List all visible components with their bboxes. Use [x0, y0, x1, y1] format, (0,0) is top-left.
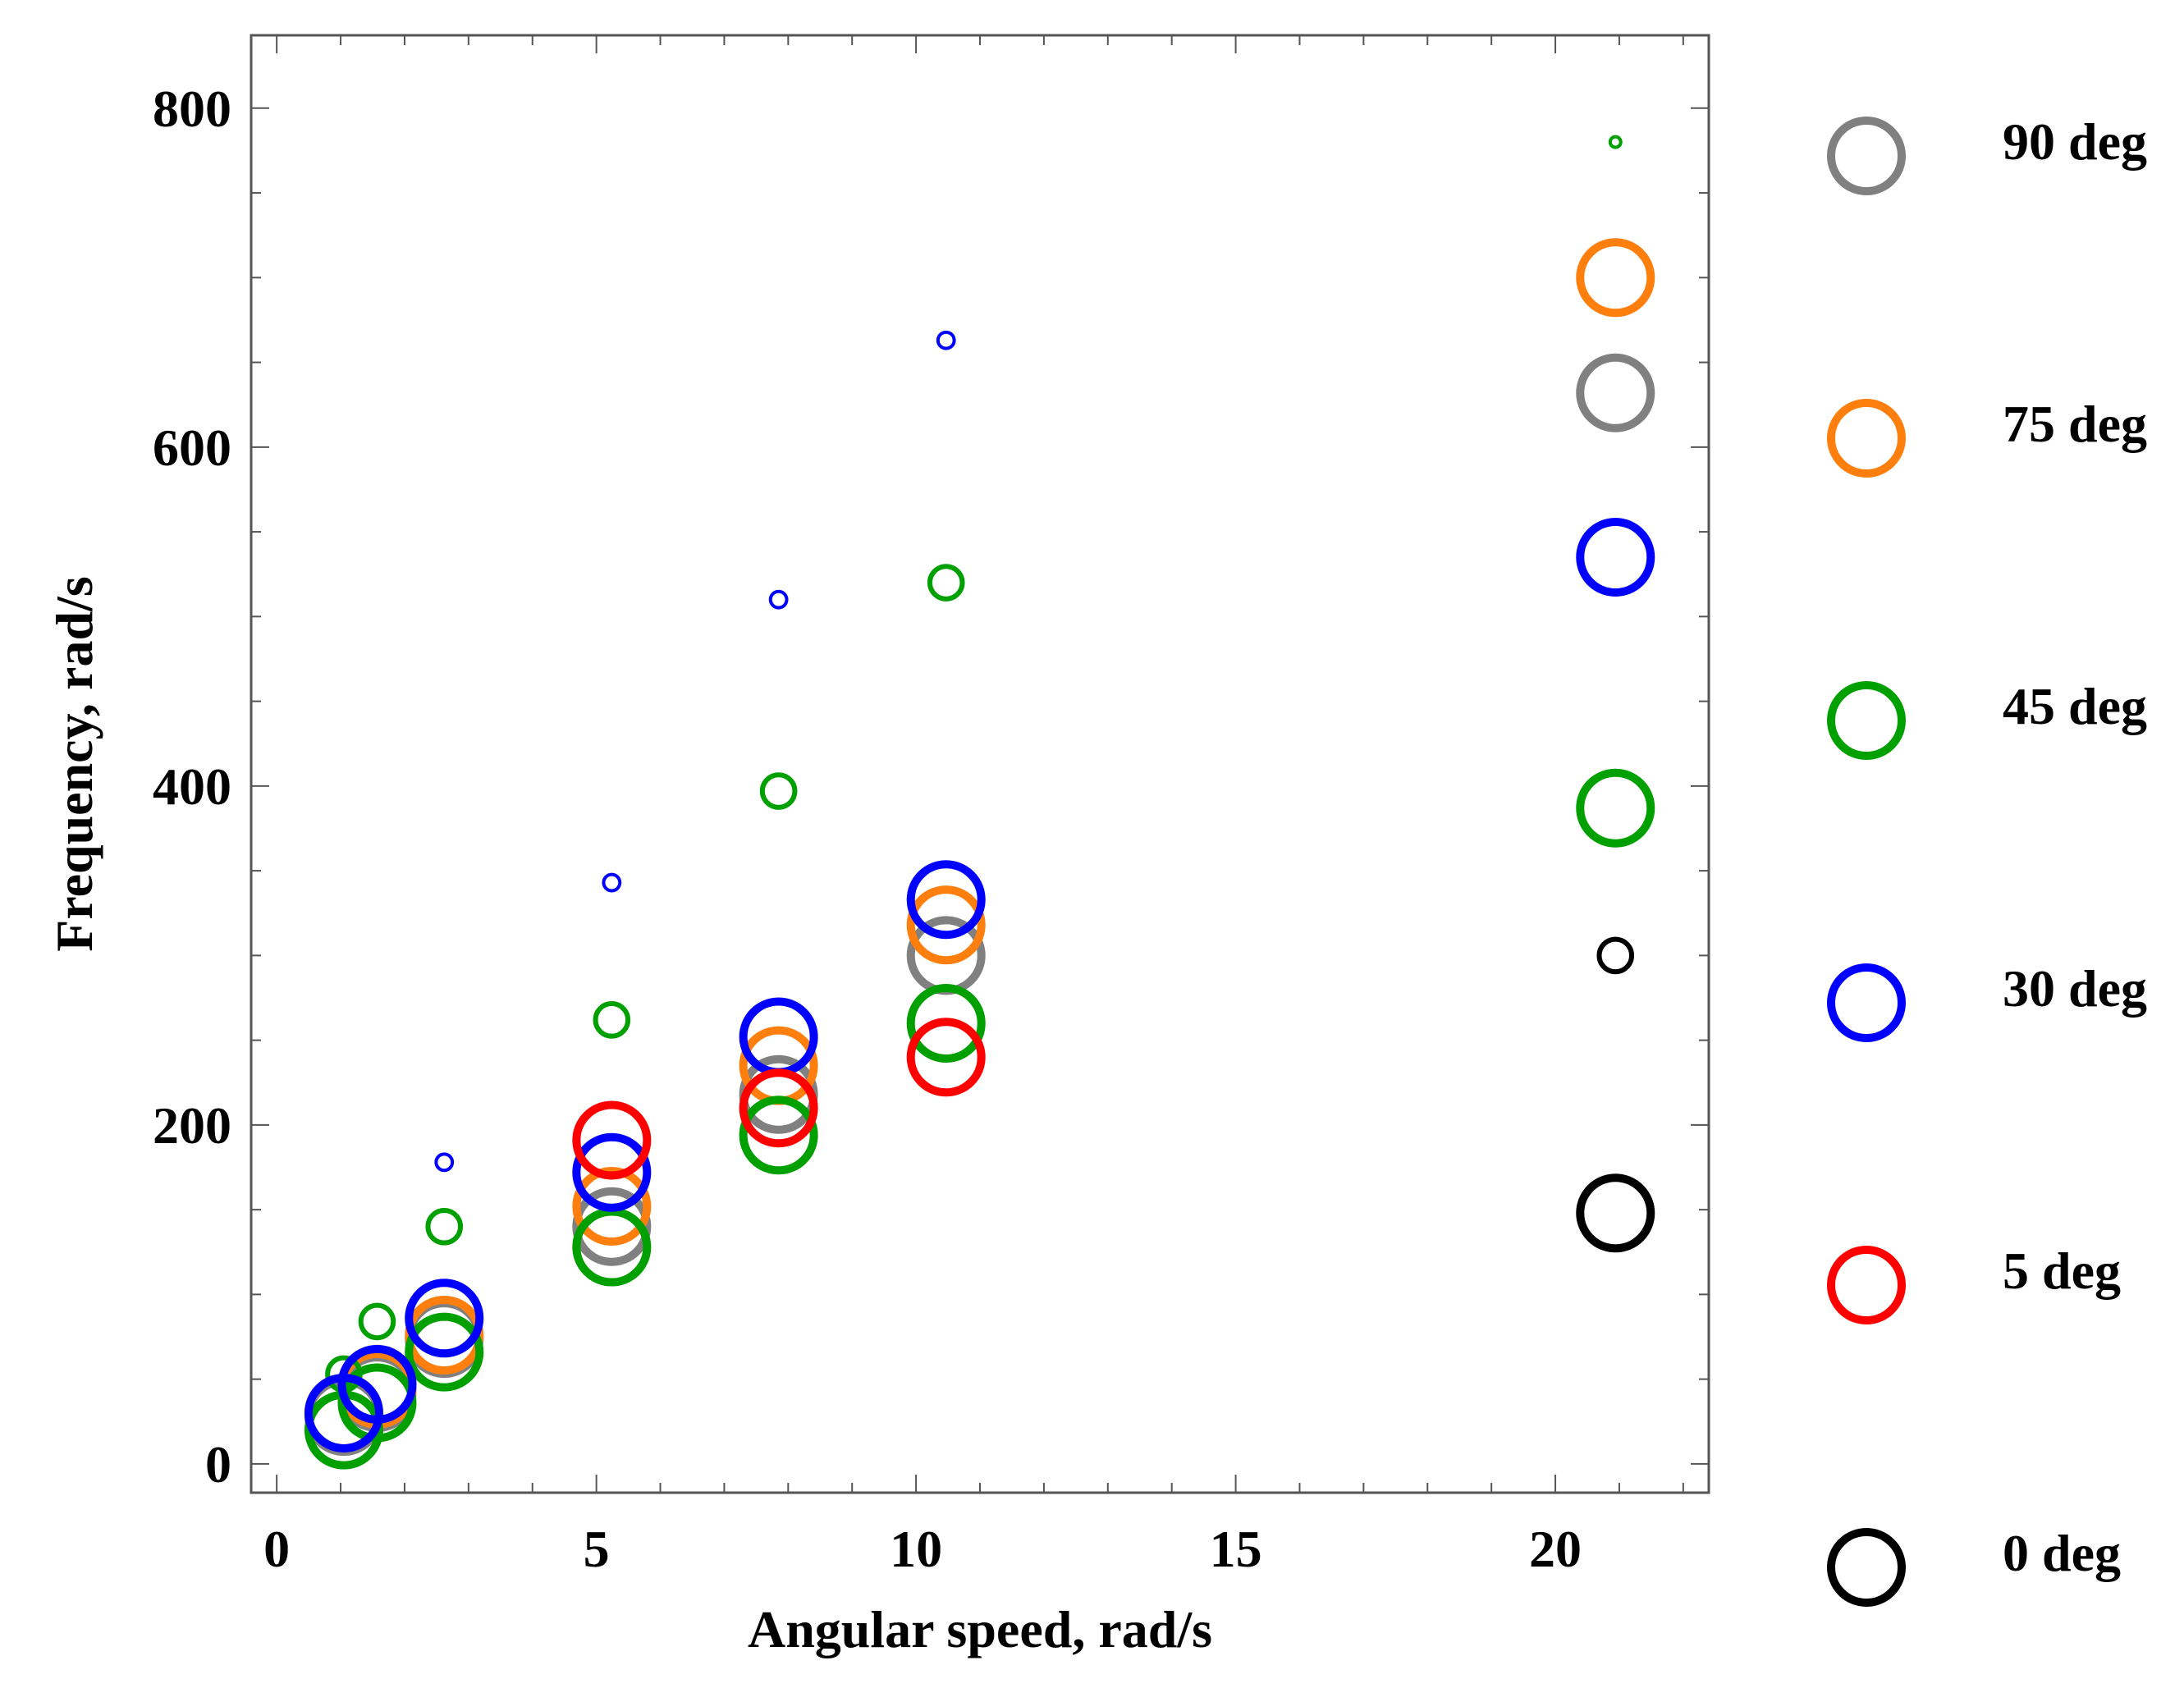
legend-label: 30 deg	[2003, 959, 2147, 1018]
legend-marker	[1827, 1528, 1906, 1607]
data-point	[1608, 135, 1623, 149]
x-tick-label: 20	[1529, 1520, 1582, 1578]
legend-label: 90 deg	[2003, 112, 2147, 171]
data-point	[593, 1001, 631, 1039]
legend-marker	[1827, 681, 1906, 760]
data-point	[358, 1302, 396, 1341]
data-point	[405, 1295, 484, 1375]
data-point	[405, 1312, 484, 1392]
x-tick-label: 0	[263, 1520, 290, 1578]
data-point	[906, 885, 986, 965]
data-point	[1576, 1173, 1655, 1253]
y-tick-label: 200	[153, 1096, 231, 1155]
data-point	[572, 1187, 652, 1266]
data-point	[337, 1363, 417, 1443]
x-tick-label: 5	[584, 1520, 610, 1578]
legend-label: 45 deg	[2003, 677, 2147, 735]
x-tick-label: 15	[1210, 1520, 1262, 1578]
y-tick-label: 800	[153, 80, 231, 138]
y-tick-label: 0	[205, 1435, 231, 1494]
legend-marker	[1827, 117, 1906, 195]
legend-label: 75 deg	[2003, 395, 2147, 453]
legend-marker	[1827, 963, 1906, 1042]
data-point	[739, 1096, 818, 1175]
data-point	[1596, 936, 1635, 975]
y-tick-label: 400	[153, 757, 231, 816]
data-point	[602, 872, 622, 893]
legend-marker	[1827, 1246, 1906, 1324]
y-axis-title: Frequency, rad/s	[45, 576, 103, 952]
data-point	[906, 1018, 986, 1097]
legend: 90 deg 75 deg 45 deg 30 deg 5 deg 0 deg	[1827, 112, 2147, 1607]
data-point	[739, 1068, 818, 1148]
plot-frame	[250, 34, 1710, 1494]
data-points	[304, 135, 1655, 1470]
data-point	[936, 330, 956, 350]
x-tick-label: 10	[890, 1520, 942, 1578]
data-point	[1576, 768, 1655, 848]
data-point	[927, 564, 965, 602]
data-point	[572, 1100, 652, 1180]
legend-marker	[1827, 399, 1906, 478]
data-point	[425, 1207, 464, 1246]
data-point	[906, 983, 986, 1063]
data-point	[337, 1344, 417, 1424]
data-point	[572, 1132, 652, 1212]
legend-label: 5 deg	[2003, 1242, 2121, 1300]
data-point	[1576, 353, 1655, 432]
data-point	[768, 589, 789, 610]
data-point	[1576, 518, 1655, 597]
legend-label: 0 deg	[2003, 1524, 2121, 1582]
data-point	[906, 860, 986, 940]
data-point	[1576, 238, 1655, 318]
data-point	[434, 1152, 455, 1173]
x-axis-title: Angular speed, rad/s	[748, 1600, 1212, 1658]
data-point	[759, 772, 798, 810]
data-point	[405, 1279, 484, 1358]
axis-ticks	[251, 35, 1709, 1493]
y-tick-label: 600	[153, 419, 231, 477]
data-point	[572, 1166, 652, 1246]
